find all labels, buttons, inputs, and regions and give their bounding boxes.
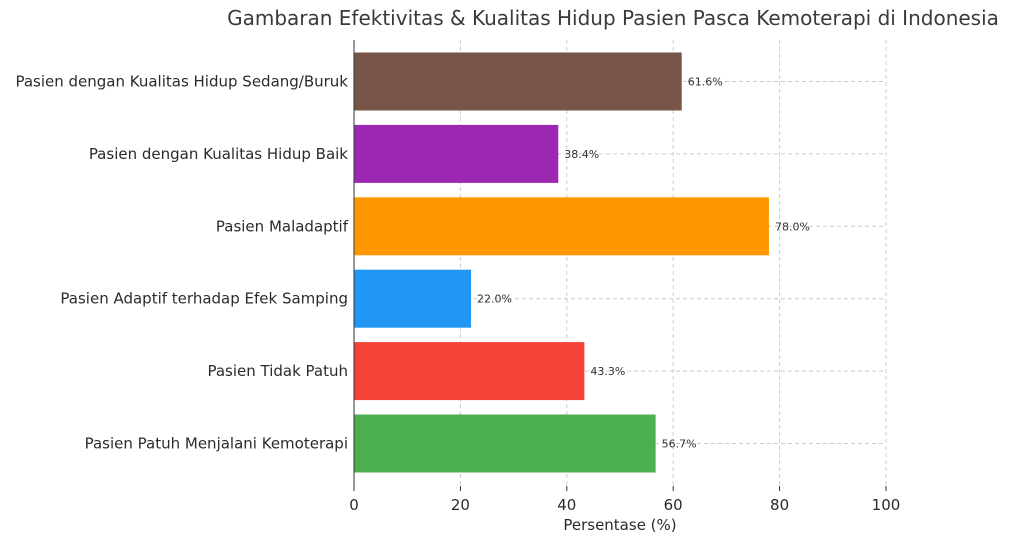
category-label: Pasien dengan Kualitas Hidup Sedang/Buru…: [15, 73, 348, 91]
bar: [354, 414, 656, 473]
bar: [354, 124, 559, 183]
x-tick-label: 60: [664, 496, 683, 514]
bar: [354, 342, 585, 401]
x-axis-label: Persentase (%): [563, 516, 676, 534]
category-label: Pasien dengan Kualitas Hidup Baik: [89, 145, 348, 163]
x-tick-label: 100: [872, 496, 901, 514]
x-tick-label: 80: [770, 496, 789, 514]
data-label: 22.0%: [477, 293, 512, 306]
x-tick-label: 40: [557, 496, 576, 514]
bar: [354, 197, 769, 256]
x-tick-label: 20: [451, 496, 470, 514]
category-label: Pasien Adaptif terhadap Efek Samping: [60, 290, 348, 308]
chart-title: Gambaran Efektivitas & Kualitas Hidup Pa…: [227, 6, 999, 30]
x-tick-labels: 0 20 40 60 80 100: [349, 486, 900, 514]
data-label: 38.4%: [564, 148, 599, 161]
x-tick-label: 0: [349, 496, 359, 514]
data-label: 61.6%: [688, 76, 723, 89]
bar: [354, 52, 682, 111]
data-label: 78.0%: [775, 220, 810, 233]
data-labels: 56.7% 43.3% 22.0% 78.0% 38.4% 61.6%: [477, 76, 810, 451]
category-labels: Pasien Patuh Menjalani Kemoterapi Pasien …: [15, 73, 348, 453]
bar: [354, 269, 472, 328]
data-label: 43.3%: [590, 365, 625, 378]
bars: [354, 52, 769, 473]
category-label: Pasien Patuh Menjalani Kemoterapi: [85, 435, 348, 453]
category-label: Pasien Maladaptif: [216, 217, 349, 235]
data-label: 56.7%: [662, 438, 697, 451]
category-label: Pasien Tidak Patuh: [207, 362, 348, 380]
